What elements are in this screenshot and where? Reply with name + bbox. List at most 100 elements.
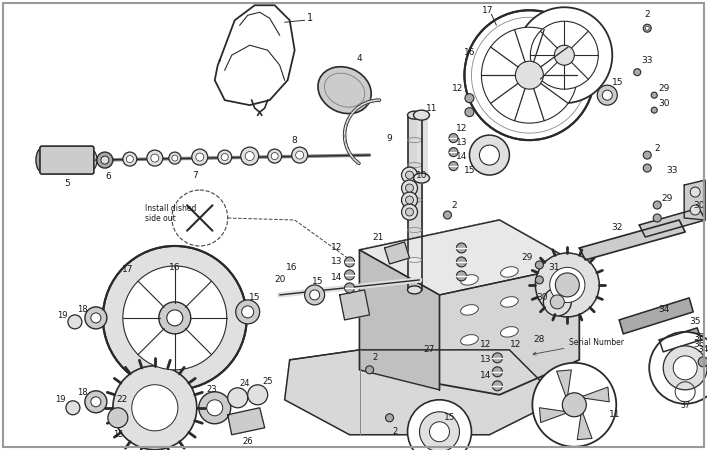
Circle shape [479,145,499,165]
Circle shape [663,346,707,390]
Circle shape [469,135,509,175]
Circle shape [218,150,232,164]
Polygon shape [360,220,579,395]
Circle shape [443,211,452,219]
Circle shape [549,267,585,302]
Circle shape [108,408,128,428]
Circle shape [401,192,418,208]
Circle shape [132,385,178,431]
Circle shape [645,26,649,30]
Circle shape [406,171,413,179]
Circle shape [304,285,324,305]
Text: 22: 22 [116,395,127,404]
Circle shape [603,90,612,100]
Circle shape [159,302,190,334]
Circle shape [248,385,268,405]
Text: 28: 28 [534,335,545,344]
Ellipse shape [87,150,97,170]
Circle shape [535,261,543,269]
Circle shape [698,357,708,367]
Circle shape [401,167,418,183]
Circle shape [309,290,319,300]
Circle shape [296,151,304,159]
Circle shape [449,148,458,157]
Circle shape [91,313,101,323]
Text: 1: 1 [307,13,313,23]
Circle shape [420,412,459,450]
Polygon shape [684,180,705,220]
Text: 2: 2 [452,201,457,210]
Circle shape [673,356,697,380]
Circle shape [221,153,228,161]
Text: Install dished: Install dished [145,203,196,212]
Text: 11: 11 [608,410,620,419]
Text: 30: 30 [658,99,670,108]
Polygon shape [620,298,693,334]
Circle shape [147,150,163,166]
Circle shape [151,154,159,162]
Circle shape [562,393,586,417]
Text: 16: 16 [169,263,181,272]
Text: 2: 2 [372,353,377,362]
Circle shape [464,10,594,140]
Circle shape [172,155,178,161]
Ellipse shape [501,327,518,337]
Circle shape [406,184,413,192]
Circle shape [449,162,458,171]
Circle shape [207,400,223,416]
Ellipse shape [540,260,558,270]
Text: 17: 17 [481,6,493,15]
Text: 6: 6 [105,171,110,180]
Text: 19: 19 [55,395,65,404]
Text: 33: 33 [641,56,653,65]
Circle shape [401,180,418,196]
Polygon shape [228,408,265,435]
Text: 37: 37 [680,401,690,410]
Text: 14: 14 [331,274,342,283]
Circle shape [401,204,418,220]
Ellipse shape [540,290,558,300]
Circle shape [196,153,204,161]
Text: side out: side out [145,213,176,222]
Circle shape [241,147,258,165]
Text: 26: 26 [242,437,253,446]
Circle shape [406,196,413,204]
Ellipse shape [408,111,421,119]
Text: 5: 5 [64,179,70,188]
Circle shape [644,151,651,159]
Text: 24: 24 [239,379,250,388]
Circle shape [345,270,355,280]
Circle shape [465,94,474,103]
Text: 19: 19 [57,311,67,320]
Circle shape [123,152,137,166]
Circle shape [169,152,181,164]
Circle shape [386,414,394,422]
Circle shape [68,315,82,329]
Circle shape [535,253,599,317]
Text: 33: 33 [666,166,678,175]
Ellipse shape [501,267,518,277]
Circle shape [449,134,458,143]
Circle shape [365,366,374,374]
Circle shape [430,422,450,442]
Circle shape [245,152,254,161]
Text: 27: 27 [424,345,435,354]
Polygon shape [384,242,409,264]
Polygon shape [360,220,579,295]
Circle shape [651,107,657,113]
Text: 32: 32 [612,224,623,233]
Ellipse shape [413,173,430,183]
Circle shape [532,363,616,447]
Text: 12: 12 [510,340,521,349]
Text: 2: 2 [392,427,397,436]
Circle shape [160,303,190,333]
Circle shape [651,92,657,98]
Circle shape [634,69,641,76]
Circle shape [268,149,282,163]
Text: 4: 4 [357,54,362,63]
Circle shape [91,397,101,407]
Text: 12: 12 [480,340,491,349]
Text: 18: 18 [78,388,88,397]
Text: 29: 29 [661,194,673,202]
Text: 2: 2 [654,144,660,153]
